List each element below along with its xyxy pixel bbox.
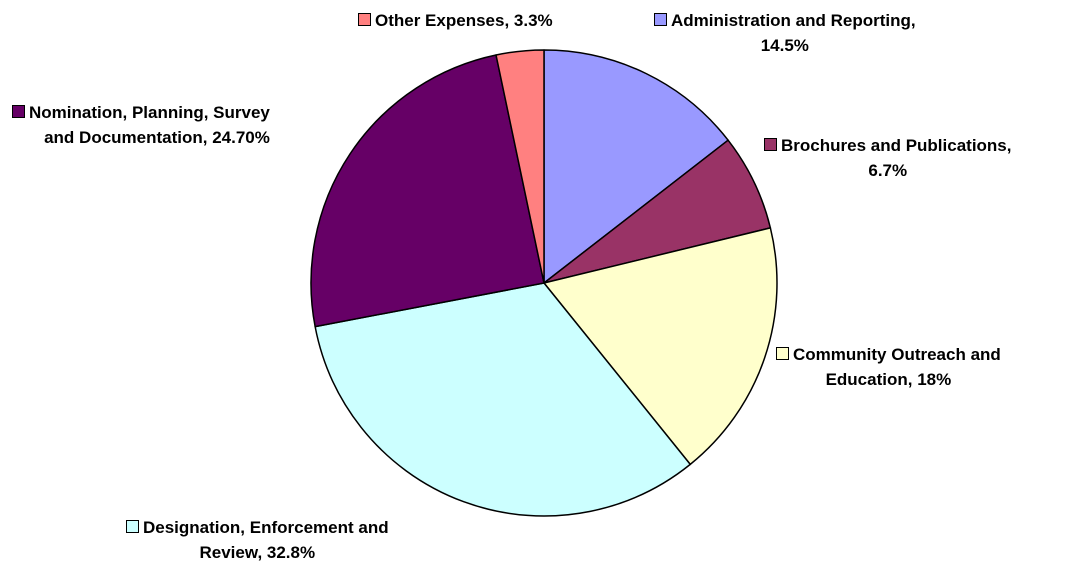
data-label-nomination: Nomination, Planning, Survey and Documen… bbox=[12, 100, 270, 150]
data-label-community-outreach: Community Outreach and Education, 18% bbox=[776, 342, 1001, 392]
data-label-brochures: Brochures and Publications, 6.7% bbox=[764, 133, 1012, 183]
pie-slice-community-outreach bbox=[543, 227, 778, 466]
pie-slice-other-expenses bbox=[495, 49, 545, 284]
legend-swatch-brochures bbox=[764, 138, 777, 151]
pie-slice-administration bbox=[543, 49, 729, 284]
legend-swatch-designation bbox=[126, 520, 139, 533]
data-label-other-expenses: Other Expenses, 3.3% bbox=[358, 8, 553, 33]
pie-slice-nomination bbox=[310, 54, 545, 328]
legend-swatch-community-outreach bbox=[776, 347, 789, 360]
legend-swatch-nomination bbox=[12, 105, 25, 118]
legend-swatch-administration bbox=[654, 13, 667, 26]
pie-slice-designation bbox=[314, 282, 691, 517]
legend-swatch-other-expenses bbox=[358, 13, 371, 26]
data-label-administration: Administration and Reporting, 14.5% bbox=[654, 8, 916, 58]
data-label-designation: Designation, Enforcement and Review, 32.… bbox=[126, 515, 389, 565]
